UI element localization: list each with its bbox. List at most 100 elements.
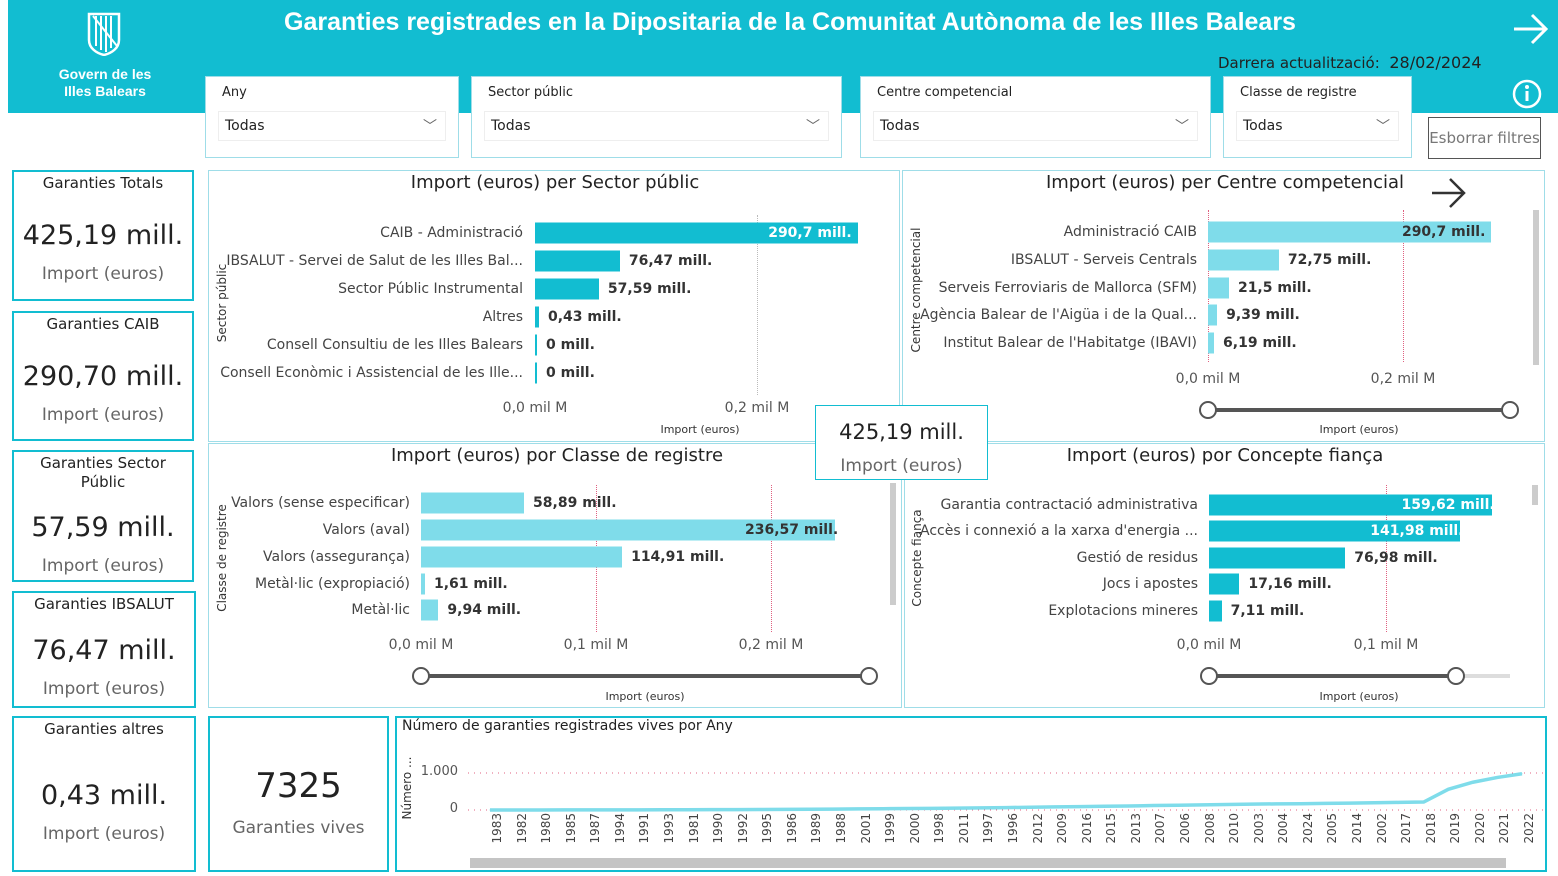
x-tick-label: 1995 (760, 813, 775, 844)
category-label: Accès i connexió a la xarxa d'energia ..… (920, 523, 1198, 539)
y-axis-title: Sector públic (215, 263, 229, 343)
category-label: Gestió de residus (1076, 550, 1198, 566)
scrollbar[interactable] (1532, 485, 1538, 505)
range-slider-handle-end[interactable] (1447, 667, 1465, 685)
bar[interactable] (1208, 221, 1492, 243)
category-label: IBSALUT - Serveis Centrals (1010, 252, 1197, 268)
slicer-dropdown[interactable]: Todas ﹀ (1236, 111, 1399, 141)
category-label: CAIB - Administració (380, 225, 523, 241)
slicer-dropdown[interactable]: Todas ﹀ (484, 111, 829, 141)
bar[interactable] (1208, 249, 1279, 271)
slicer-value: Todas (1243, 118, 1283, 134)
range-slider-fill[interactable] (1209, 674, 1456, 678)
category-label: Explotacions mineres (1048, 603, 1198, 619)
slicer-classe-registre[interactable]: Classe de registre Todas ﹀ (1223, 76, 1412, 158)
arrow-right-icon[interactable] (1428, 172, 1470, 218)
bar[interactable] (535, 306, 539, 328)
data-label: 72,75 mill. (1287, 252, 1372, 268)
bar[interactable] (535, 334, 537, 356)
category-label: Administració CAIB (1063, 224, 1197, 240)
slicer-label: Classe de registre (1240, 85, 1357, 100)
range-slider-handle-start[interactable] (1200, 667, 1218, 685)
bar[interactable] (1209, 494, 1492, 516)
slicer-dropdown[interactable]: Todas ﹀ (218, 111, 446, 141)
x-tick-label: 1998 (932, 813, 947, 844)
chart-title: Import (euros) por Classe de registre (390, 445, 724, 466)
bar[interactable] (421, 599, 439, 621)
range-slider-handle-end[interactable] (1501, 401, 1519, 419)
horizontal-scrollbar[interactable] (470, 858, 1506, 868)
bar[interactable] (421, 573, 425, 595)
x-tick-label: 2012 (1030, 813, 1045, 844)
x-tick-label: 1996 (1006, 813, 1020, 844)
range-slider-handle-start[interactable] (412, 667, 430, 685)
category-label: Sector Públic Instrumental (338, 281, 523, 297)
category-label: Garantia contractació administrativa (940, 497, 1199, 513)
card-subtitle: Import (euros) (42, 824, 166, 844)
slicer-any[interactable]: Any Todas ﹀ (205, 76, 459, 158)
gridline (771, 485, 772, 632)
card-garanties-totals: Garanties Totals 425,19 mill. Import (euro… (12, 170, 194, 301)
bar[interactable] (421, 492, 525, 514)
slicer-dropdown[interactable]: Todas ﹀ (873, 111, 1198, 141)
bar[interactable] (421, 546, 623, 568)
clear-filters-button[interactable]: Esborrar filtres (1428, 117, 1541, 159)
bar[interactable] (535, 222, 858, 244)
card-title: Garanties Sector Públic (40, 454, 166, 491)
scrollbar[interactable] (1533, 210, 1539, 365)
card-title: Garanties altres (44, 720, 164, 738)
card-subtitle: Import (euros) (41, 405, 165, 425)
y-tick-label: 1.000 (420, 764, 458, 779)
bar[interactable] (1209, 600, 1222, 622)
slicer-sector-public[interactable]: Sector públic Todas ﹀ (471, 76, 842, 158)
x-axis-title: Import (euros) (660, 423, 740, 436)
x-tick-label: 2018 (1423, 813, 1438, 844)
data-label: 6,19 mill. (1223, 335, 1297, 351)
bar[interactable] (1209, 573, 1240, 595)
x-tick-label: 0,0 mil M (1175, 371, 1241, 387)
bar[interactable] (535, 362, 537, 384)
scrollbar[interactable] (890, 483, 896, 605)
chart-title: Número de garanties registrades vives po… (402, 718, 733, 734)
chevron-down-icon: ﹀ (423, 119, 437, 135)
x-axis-title: Import (euros) (1319, 690, 1399, 703)
slicer-value: Todas (225, 118, 265, 134)
data-label: 17,16 mill. (1248, 576, 1332, 592)
range-slider-handle-start[interactable] (1199, 401, 1217, 419)
info-icon[interactable] (1511, 78, 1543, 114)
x-tick-label: 2015 (1104, 813, 1119, 844)
chart-panel (902, 170, 1545, 442)
bar[interactable] (1208, 277, 1229, 299)
y-axis-title: Classe de registre (215, 504, 229, 612)
card-value: 425,19 mill. (839, 420, 964, 444)
gridline (1386, 485, 1387, 632)
card-subtitle: Import (euros) (41, 556, 165, 576)
range-slider-fill[interactable] (1208, 408, 1510, 412)
bar[interactable] (1208, 304, 1218, 326)
x-tick-label: 1985 (563, 813, 578, 844)
chart-title: Import (euros) per Centre competencial (1045, 172, 1405, 193)
x-tick-label: 2008 (1202, 813, 1217, 844)
bar[interactable] (1209, 520, 1461, 542)
x-tick-label: 2013 (1128, 813, 1143, 844)
x-tick-label: 2021 (1497, 813, 1512, 844)
y-tick-label: 0 (449, 801, 458, 816)
x-tick-label: 0,0 mil M (1176, 637, 1242, 653)
bar[interactable] (535, 278, 599, 300)
bar[interactable] (1208, 332, 1215, 354)
bar[interactable] (535, 250, 620, 272)
x-tick-label: 2011 (956, 813, 971, 844)
bar[interactable] (1209, 547, 1346, 569)
category-label: Metàl·lic (expropiació) (254, 576, 410, 592)
range-slider-handle-end[interactable] (860, 667, 878, 685)
slicer-centre-competencial[interactable]: Centre competencial Todas ﹀ (860, 76, 1211, 158)
x-axis-title: Import (euros) (1319, 423, 1399, 436)
bar[interactable] (421, 519, 835, 541)
x-tick-label: 2014 (1350, 813, 1364, 844)
slicer-value: Todas (491, 118, 531, 134)
arrow-right-icon[interactable] (1510, 8, 1552, 54)
card-title: Garanties CAIB (46, 315, 160, 333)
x-axis-title: Import (euros) (605, 690, 685, 703)
x-tick-label: 1981 (686, 813, 701, 844)
range-slider-fill[interactable] (421, 674, 869, 678)
